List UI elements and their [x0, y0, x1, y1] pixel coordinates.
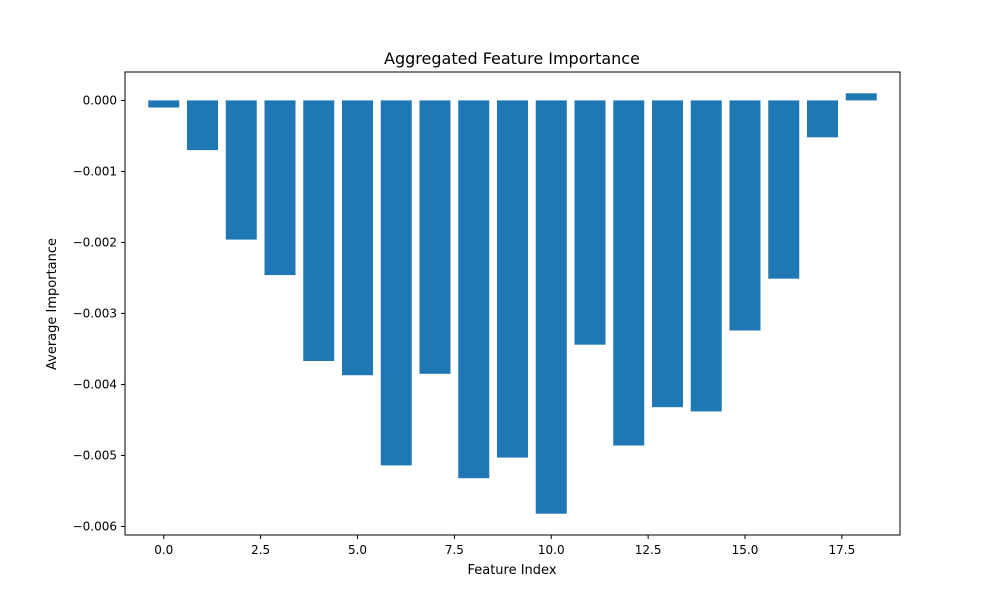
x-tick-label: 12.5 [635, 543, 662, 557]
bar-feature-3 [264, 100, 296, 276]
bar-feature-6 [380, 100, 412, 466]
y-tick-label: −0.001 [73, 164, 117, 178]
y-tick-label: −0.002 [73, 235, 117, 249]
y-tick-label: −0.004 [73, 377, 117, 391]
x-tick-label: 10.0 [538, 543, 565, 557]
x-tick-label: 7.5 [445, 543, 464, 557]
y-axis-label: Average Importance [45, 238, 60, 370]
x-tick-label: 2.5 [251, 543, 270, 557]
bar-feature-0 [148, 100, 180, 108]
y-tick-label: −0.003 [73, 306, 117, 320]
bar-feature-18 [845, 93, 877, 101]
y-tick-label: 0.000 [83, 93, 117, 107]
x-axis-ticks: 0.0 2.5 5.0 7.5 10.0 12.5 15.0 17.5 [154, 535, 855, 557]
bars-group [148, 93, 877, 514]
chart-title: Aggregated Feature Importance [384, 49, 640, 68]
x-tick-label: 15.0 [732, 543, 759, 557]
bar-feature-17 [807, 100, 838, 138]
bar-feature-14 [690, 100, 722, 412]
bar-feature-12 [613, 100, 645, 446]
y-tick-label: −0.005 [73, 448, 117, 462]
plot-frame [124, 71, 901, 536]
x-tick-label: 0.0 [154, 543, 173, 557]
bar-feature-11 [574, 100, 606, 345]
bar-feature-7 [419, 100, 451, 374]
bar-feature-16 [768, 100, 800, 279]
bar-feature-2 [225, 100, 257, 240]
bar-feature-5 [342, 100, 373, 376]
bar-feature-9 [497, 100, 528, 458]
bar-feature-4 [303, 100, 335, 362]
bar-feature-10 [535, 100, 567, 514]
bar-feature-13 [652, 100, 683, 408]
bar-feature-1 [187, 100, 218, 151]
x-axis-label: Feature Index [467, 563, 556, 578]
bar-feature-15 [729, 100, 761, 331]
y-axis-ticks: 0.000 −0.001 −0.002 −0.003 −0.004 −0.005 −0.00… [73, 93, 125, 533]
y-tick-label: −0.006 [73, 519, 117, 533]
x-tick-label: 17.5 [829, 543, 856, 557]
x-tick-label: 5.0 [348, 543, 367, 557]
bar-feature-8 [458, 100, 490, 479]
